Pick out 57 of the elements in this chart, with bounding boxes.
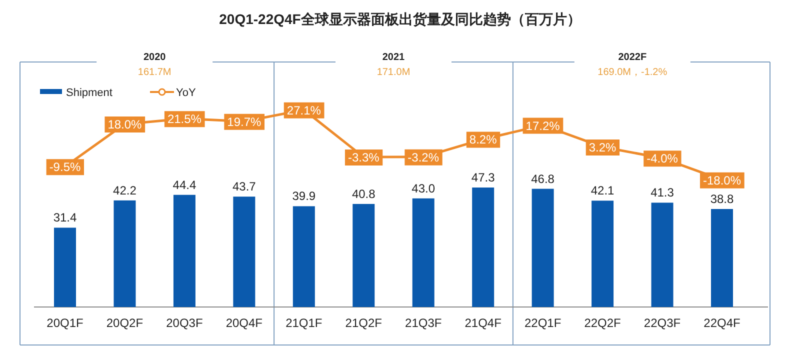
x-tick-label: 21Q4F xyxy=(464,316,502,330)
annotation: 169.0M，-1.2% xyxy=(598,67,668,78)
data-label: 18.0% xyxy=(108,118,142,132)
data-label: 3.2% xyxy=(588,140,617,154)
annotation: 171.0M xyxy=(376,67,410,78)
bar xyxy=(352,204,375,307)
data-label: -18.0% xyxy=(702,173,742,188)
legend-label: YoY xyxy=(176,87,196,99)
data-label: -4.0% xyxy=(646,152,678,166)
data-label: 27.1% xyxy=(286,103,322,118)
annotation: 2022F xyxy=(618,52,647,63)
bar xyxy=(173,194,196,307)
data-label: -9.5% xyxy=(49,160,81,174)
bar xyxy=(233,196,256,307)
data-label: 42.1 xyxy=(590,184,615,198)
data-label: 41.3 xyxy=(650,186,674,200)
x-tick-label: 20Q1F xyxy=(46,316,84,330)
x-tick-label: 22Q2F xyxy=(584,316,621,330)
data-label: 47.3 xyxy=(471,170,496,185)
data-label: 43.0 xyxy=(412,181,436,196)
x-tick-label: 20Q4F xyxy=(226,316,263,330)
data-label: 38.8 xyxy=(710,192,734,206)
data-label: 17.2% xyxy=(526,118,560,133)
data-label: 44.4 xyxy=(172,178,196,192)
bar xyxy=(292,206,315,307)
bar xyxy=(532,188,554,307)
bar xyxy=(711,209,733,307)
x-tick-label: 21Q2F xyxy=(345,316,382,330)
bar xyxy=(114,200,136,307)
x-tick-label: 20Q2F xyxy=(106,316,144,330)
bar xyxy=(472,188,494,307)
bar xyxy=(651,202,674,307)
data-label: -3.3% xyxy=(348,150,380,165)
data-label: 39.9 xyxy=(292,189,316,204)
x-tick-label: 21Q3F xyxy=(405,316,442,330)
data-label: 31.4 xyxy=(53,210,77,225)
x-tick-label: 22Q1F xyxy=(524,316,562,330)
bar xyxy=(412,198,434,307)
data-label: -3.2% xyxy=(408,150,440,164)
data-label: 40.8 xyxy=(352,186,376,201)
legend-label: Shipment xyxy=(66,87,112,99)
bar xyxy=(54,228,76,307)
annotation: 2020 xyxy=(143,52,166,63)
data-label: 19.7% xyxy=(227,114,262,129)
data-label: 43.7 xyxy=(232,180,256,194)
data-label: 8.2% xyxy=(469,132,498,147)
data-label: 42.2 xyxy=(113,183,137,198)
data-label: 46.8 xyxy=(531,172,555,186)
x-tick-label: 22Q3F xyxy=(644,316,681,330)
annotation: 161.7M xyxy=(138,67,172,78)
chart-title: 20Q1-22Q4F全球显示器面板出货量及同比趋势（百万片） xyxy=(219,11,581,27)
x-tick-label: 20Q3F xyxy=(166,316,203,330)
bar xyxy=(592,200,614,307)
x-tick-label: 21Q1F xyxy=(286,316,322,330)
annotation: 2021 xyxy=(382,52,406,63)
x-tick-label: 22Q4F xyxy=(704,316,740,330)
data-label: 21.5% xyxy=(167,112,202,126)
